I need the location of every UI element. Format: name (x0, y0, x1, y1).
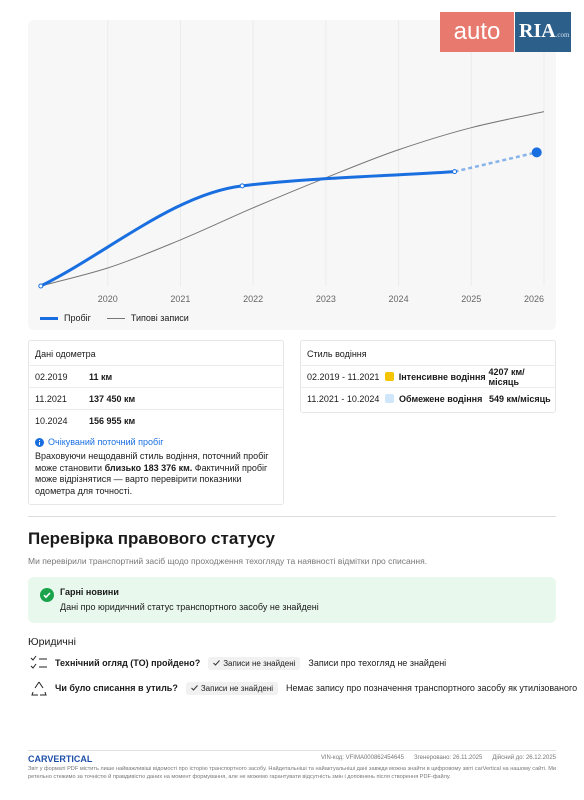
date: 11.2021 (35, 393, 67, 404)
x-tick-label: 2024 (389, 294, 409, 304)
date: 02.2019 (35, 371, 68, 382)
good-news-title: Гарні новини (60, 587, 119, 597)
mileage-point (239, 183, 245, 189)
rate: 549 км/місяць (489, 393, 551, 404)
mileage-point (531, 147, 542, 158)
style-label: Обмежене водіння (399, 393, 483, 404)
style-swatch (385, 394, 394, 403)
question: Технічний огляд (ТО) пройдено? (55, 658, 201, 668)
badge-check (190, 685, 198, 691)
mileage: 137 450 км (89, 393, 136, 404)
style-swatch (384, 372, 394, 381)
result: Немає запису про позначення транспортног… (286, 683, 578, 693)
style-label: Інтенсивне водіння (398, 371, 486, 382)
period: 11.2021 - 10.2024 (307, 393, 380, 404)
x-tick-label: 2026 (524, 294, 544, 304)
mileage-forecast (454, 151, 538, 173)
badge-text: Записи не знайдені (223, 658, 296, 668)
date: 10.2024 (35, 415, 68, 426)
x-tick-label: 2020 (98, 294, 118, 304)
info-icon (35, 437, 44, 447)
badge: Записи не знайдені (185, 681, 279, 695)
footer-disclaimer: Звіт у форматі PDF містить лише найважли… (28, 766, 557, 780)
mileage: 156 955 км (89, 415, 136, 426)
legend-label: Пробіг (64, 313, 91, 323)
section-title: Перевірка правового статусу (28, 529, 275, 548)
x-tick-label: 2023 (316, 294, 336, 304)
legal-item: Технічний огляд (ТО) пройдено? Записи не … (55, 656, 446, 670)
badge-text: Записи не знайдені (200, 683, 274, 693)
odometer-row: 11.2021 137 450 км (29, 387, 283, 409)
question: Чи було списання в утиль? (55, 683, 178, 693)
legend-label: Типові записи (130, 313, 189, 323)
footer-meta: VIN-код: VFIMA000862454645 Згенеровано: 2… (320, 755, 556, 761)
result: Записи про техогляд не знайдені (308, 658, 447, 668)
notice-text: Враховуючи нещодавній стиль водіння, пот… (35, 451, 269, 496)
driving-card: Стиль водіння 02.2019 - 11.2021 Інтенсивн… (300, 340, 556, 413)
legend-swatch (40, 316, 58, 320)
typical-line (40, 111, 545, 287)
good-news: Гарні новини Дані про юридичний статус т… (28, 577, 556, 623)
footer-brand: CARVERTICAL (28, 754, 93, 764)
driving-row: 11.2021 - 10.2024 Обмежене водіння 549 км/… (301, 387, 555, 409)
good-news-text: Дані про юридичний статус транспортного … (60, 602, 319, 612)
legal-item: Чи було списання в утиль? Записи не знайд… (55, 681, 577, 695)
chart: 2020 2021 2022 2023 2024 2025 2026 (38, 20, 545, 304)
card-title: Дані одометра (35, 349, 96, 359)
odometer-card: Дані одометра Очікуваний поточний пробіг… (28, 340, 284, 505)
subhead: Юридичні (28, 636, 76, 648)
chart-card (28, 20, 556, 330)
x-tick-label: 2021 (170, 294, 190, 304)
mileage-point (38, 283, 44, 289)
mileage-line (40, 170, 455, 288)
notice-title: Очікуваний поточний пробіг (35, 437, 163, 447)
logo-auto: auto (440, 12, 514, 52)
legend: Пробіг Типові записи (40, 313, 189, 323)
divider (28, 516, 556, 517)
logo-ria: RIA.com (515, 12, 571, 52)
rate: 4207 км/місяць (488, 366, 525, 387)
legend-swatch (106, 317, 125, 319)
checklist-icon (30, 655, 47, 669)
card-title: Стиль водіння (307, 349, 367, 359)
odometer-row: 02.2019 11 км (29, 365, 283, 387)
badge: Записи не знайдені (208, 656, 301, 670)
mileage-point (452, 169, 458, 175)
x-tick-label: 2025 (461, 294, 481, 304)
period: 02.2019 - 11.2021 (307, 371, 380, 382)
footer-line (28, 750, 556, 751)
odometer-row: 10.2024 156 955 км (29, 409, 283, 431)
check-icon (40, 588, 54, 602)
driving-row: 02.2019 - 11.2021 Інтенсивне водіння 4207 … (301, 365, 555, 387)
recycle-icon (31, 681, 47, 696)
badge-check (213, 660, 221, 666)
x-tick-label: 2022 (243, 294, 263, 304)
section-subtitle: Ми перевірили транспортний засіб щодо пр… (28, 556, 428, 566)
mileage: 11 км (89, 371, 113, 382)
